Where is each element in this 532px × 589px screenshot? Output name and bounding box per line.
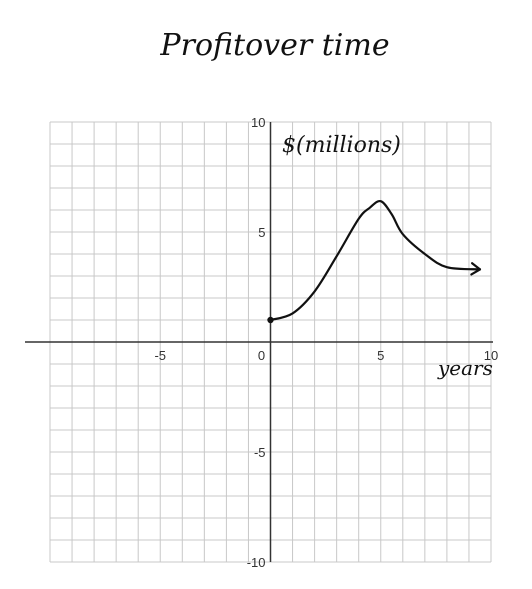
x-tick-label: 10 [484,348,498,363]
y-tick-label: -5 [254,445,266,460]
axes [25,122,493,562]
y-tick-labels: 10 5 -5 -10 [247,115,266,570]
y-tick-label: -10 [247,555,266,570]
y-axis-label: $(millions) [282,133,401,158]
x-axis-label: years [437,356,493,380]
end-arrowhead [470,262,482,276]
y-tick-label: 10 [251,115,265,130]
x-tick-labels: -5 0 5 10 [154,348,498,363]
series-layer [267,199,482,324]
start-point [267,316,274,324]
y-tick-label: 5 [258,225,265,240]
chart-title: Profitover time [159,28,389,63]
x-tick-label: 0 [258,348,265,363]
x-tick-label: -5 [154,348,166,363]
x-tick-label: 5 [377,348,384,363]
profit-line [269,199,482,322]
